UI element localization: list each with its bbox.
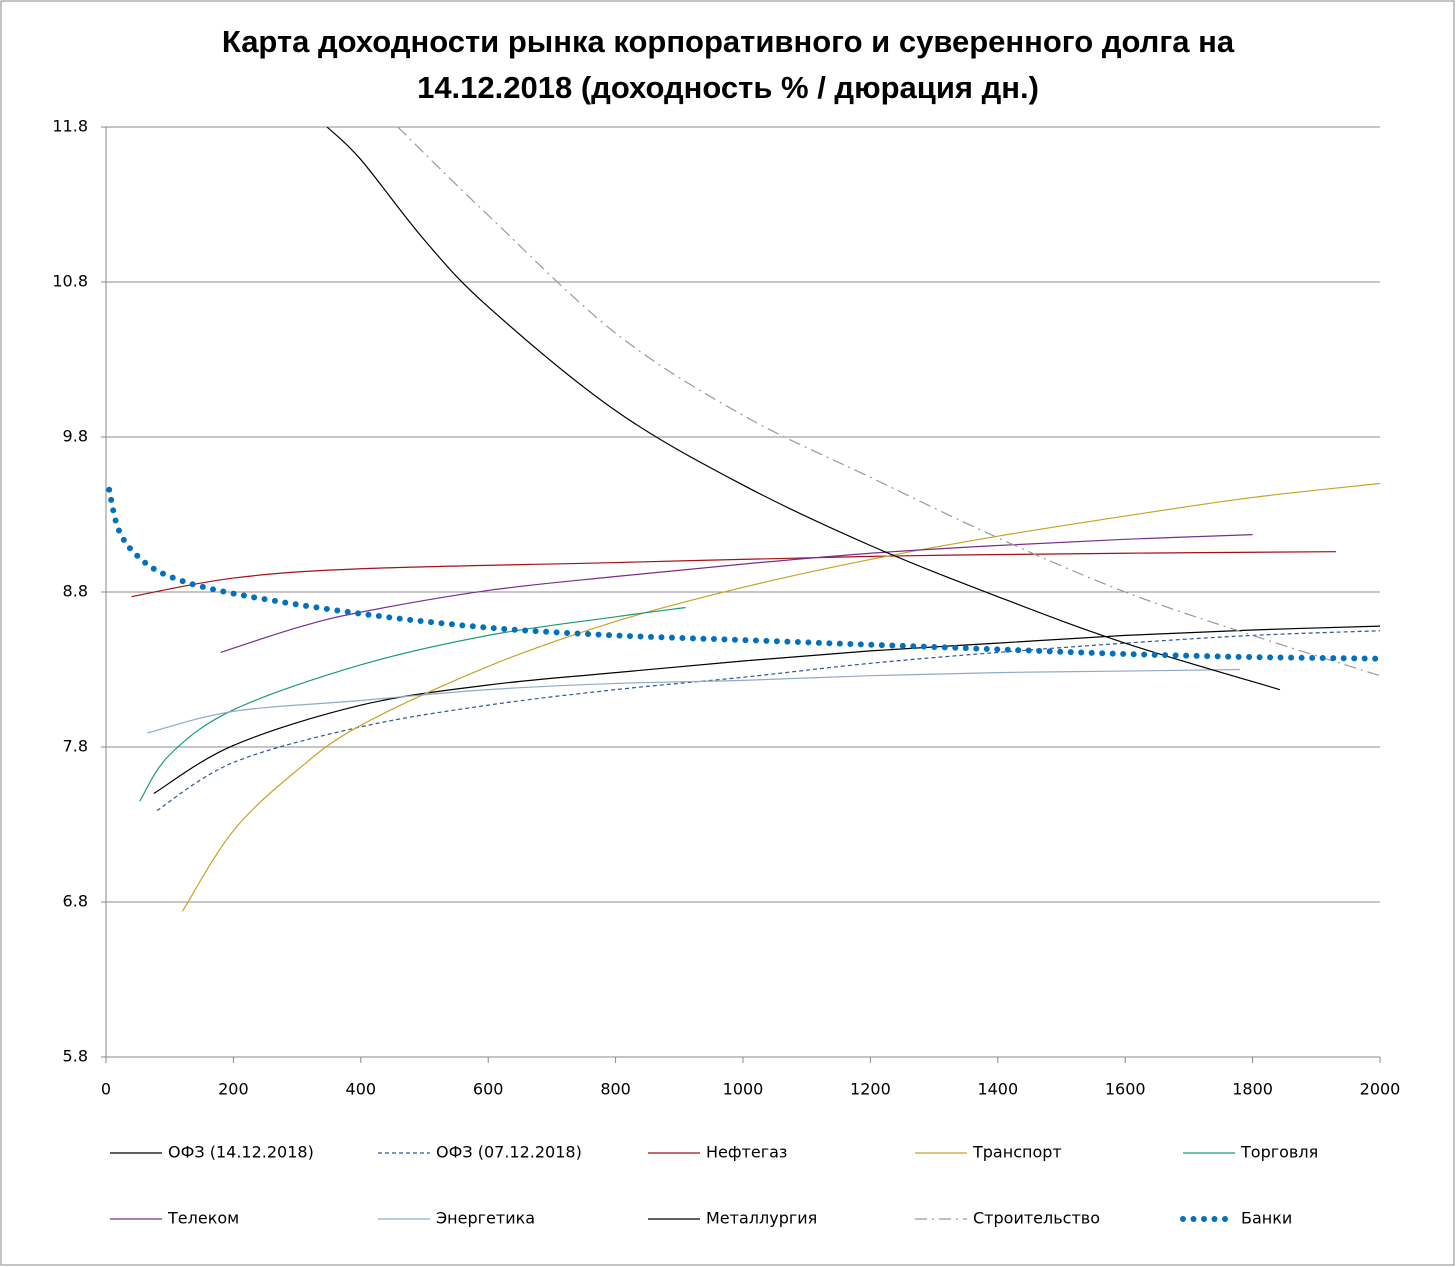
x-tick-label: 1800 [1232,1080,1273,1099]
legend-label: Банки [1241,1209,1292,1228]
y-tick-label: 5.8 [63,1047,88,1066]
series-line [131,551,1337,598]
series-line [220,534,1253,654]
y-tick-label: 11.8 [52,117,88,136]
chart-title: 14.12.2018 (доходность % / дюрация дн.) [417,70,1039,105]
series-line [147,668,1240,734]
x-tick-label: 800 [600,1080,631,1099]
series-line [106,486,1380,662]
x-tick-label: 200 [218,1080,249,1099]
chart-title: Карта доходности рынка корпоративного и … [222,24,1235,59]
y-tick-label: 6.8 [63,892,88,911]
legend-label: ОФЗ (14.12.2018) [168,1143,314,1162]
y-tick-label: 9.8 [63,427,88,446]
legend-label: Строительство [973,1209,1100,1228]
legend-label: Торговля [1240,1143,1318,1162]
legend-label: ОФЗ (07.12.2018) [436,1143,582,1162]
legend-label: Энергетика [436,1209,535,1228]
y-tick-label: 10.8 [52,272,88,291]
x-tick-label: 400 [346,1080,377,1099]
series-line [153,625,1380,795]
series-line [181,482,1380,912]
series-line [397,127,1380,677]
legend-label: Транспорт [972,1143,1062,1162]
y-tick-label: 7.8 [63,737,88,756]
x-tick-label: 600 [473,1080,504,1099]
x-tick-label: 1400 [977,1080,1018,1099]
x-tick-label: 0 [101,1080,111,1099]
legend-label: Телеком [167,1209,239,1228]
series-line [139,606,686,802]
x-tick-label: 2000 [1360,1080,1401,1099]
series-line [326,127,1281,691]
y-tick-label: 8.8 [63,582,88,601]
legend-label: Нефтегаз [706,1143,787,1162]
x-tick-label: 1600 [1105,1080,1146,1099]
x-tick-label: 1200 [850,1080,891,1099]
legend-label: Металлургия [706,1209,817,1228]
x-tick-label: 1000 [723,1080,764,1099]
